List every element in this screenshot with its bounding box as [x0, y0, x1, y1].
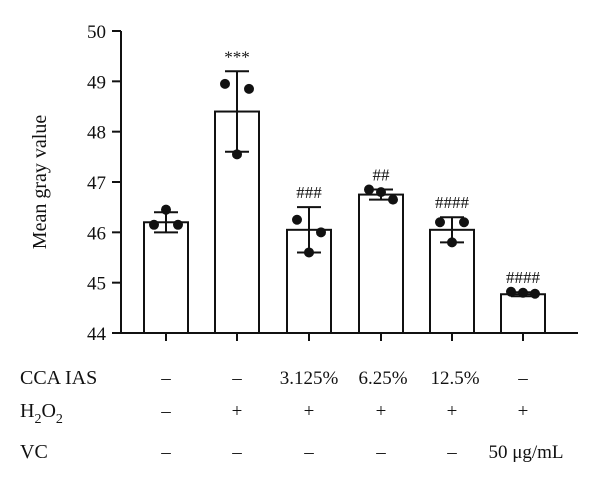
bar-group: ####	[500, 268, 546, 335]
data-point	[232, 149, 242, 160]
condition-cell: –	[160, 442, 171, 463]
bars: ***#############	[143, 47, 546, 335]
y-tick-label: 45	[87, 274, 106, 295]
condition-cell: +	[447, 401, 458, 422]
condition-cell: +	[304, 401, 315, 422]
significance-label: ####	[506, 268, 541, 287]
condition-cell: –	[303, 442, 314, 463]
bar	[500, 293, 546, 335]
data-point	[161, 204, 171, 215]
y-tick-label: 46	[87, 223, 106, 244]
bar	[143, 221, 189, 334]
condition-cells: – – 3.125% 6.25% 12.5% – – + + + + + – – – – – 50 μg/mL	[160, 368, 563, 463]
data-point	[388, 194, 398, 205]
condition-cell: 12.5%	[430, 368, 479, 389]
y-tick-label: 49	[87, 72, 106, 93]
data-point	[459, 217, 469, 228]
condition-cell: –	[517, 368, 528, 389]
data-point	[220, 78, 230, 89]
y-tick-label: 48	[87, 123, 106, 144]
condition-cell: 6.25%	[358, 368, 407, 389]
bar-group: ***	[214, 47, 260, 334]
y-ticks: 44 45 46 47 48 49 50	[87, 22, 121, 345]
bar-group	[143, 204, 189, 334]
bar	[358, 193, 404, 334]
significance-label: ###	[296, 183, 322, 202]
data-point	[304, 247, 314, 258]
condition-cell: 50 μg/mL	[488, 442, 563, 463]
row-label-h2o2: H2O2	[20, 400, 63, 427]
condition-cell: –	[160, 401, 171, 422]
condition-cell: –	[375, 442, 386, 463]
condition-cell: 3.125%	[280, 368, 339, 389]
y-tick-label: 50	[87, 22, 106, 43]
condition-cell: +	[232, 401, 243, 422]
data-point	[447, 237, 457, 248]
condition-cell: –	[160, 368, 171, 389]
condition-cell: +	[518, 401, 529, 422]
data-point	[244, 83, 254, 94]
axes: 44 45 46 47 48 49 50	[87, 22, 578, 345]
data-point	[530, 288, 540, 299]
bar-group: ####	[429, 193, 475, 334]
data-point	[506, 286, 516, 297]
condition-cell: –	[446, 442, 457, 463]
data-point	[518, 287, 528, 298]
bar-group: ###	[286, 183, 332, 334]
condition-cell: –	[231, 368, 242, 389]
data-point	[292, 214, 302, 225]
data-point	[364, 184, 374, 195]
condition-cell: –	[231, 442, 242, 463]
y-tick-label: 47	[87, 173, 106, 194]
significance-label: ##	[373, 166, 391, 185]
significance-label: ***	[224, 47, 250, 66]
data-point	[376, 187, 386, 198]
data-point	[435, 217, 445, 228]
row-label-cca-ias: CCA IAS	[20, 367, 97, 389]
data-point	[149, 219, 159, 230]
significance-label: ####	[435, 193, 470, 212]
data-point	[316, 227, 326, 238]
bar-group: ##	[358, 166, 404, 334]
row-label-vc: VC	[20, 441, 48, 463]
condition-cell: +	[376, 401, 387, 422]
data-point	[173, 219, 183, 230]
y-axis-label: Mean gray value	[29, 115, 51, 250]
condition-table: CCA IAS H2O2 VC – – 3.125% 6.25% 12.5% – – + + + +…	[20, 367, 564, 463]
y-tick-label: 44	[87, 324, 107, 345]
